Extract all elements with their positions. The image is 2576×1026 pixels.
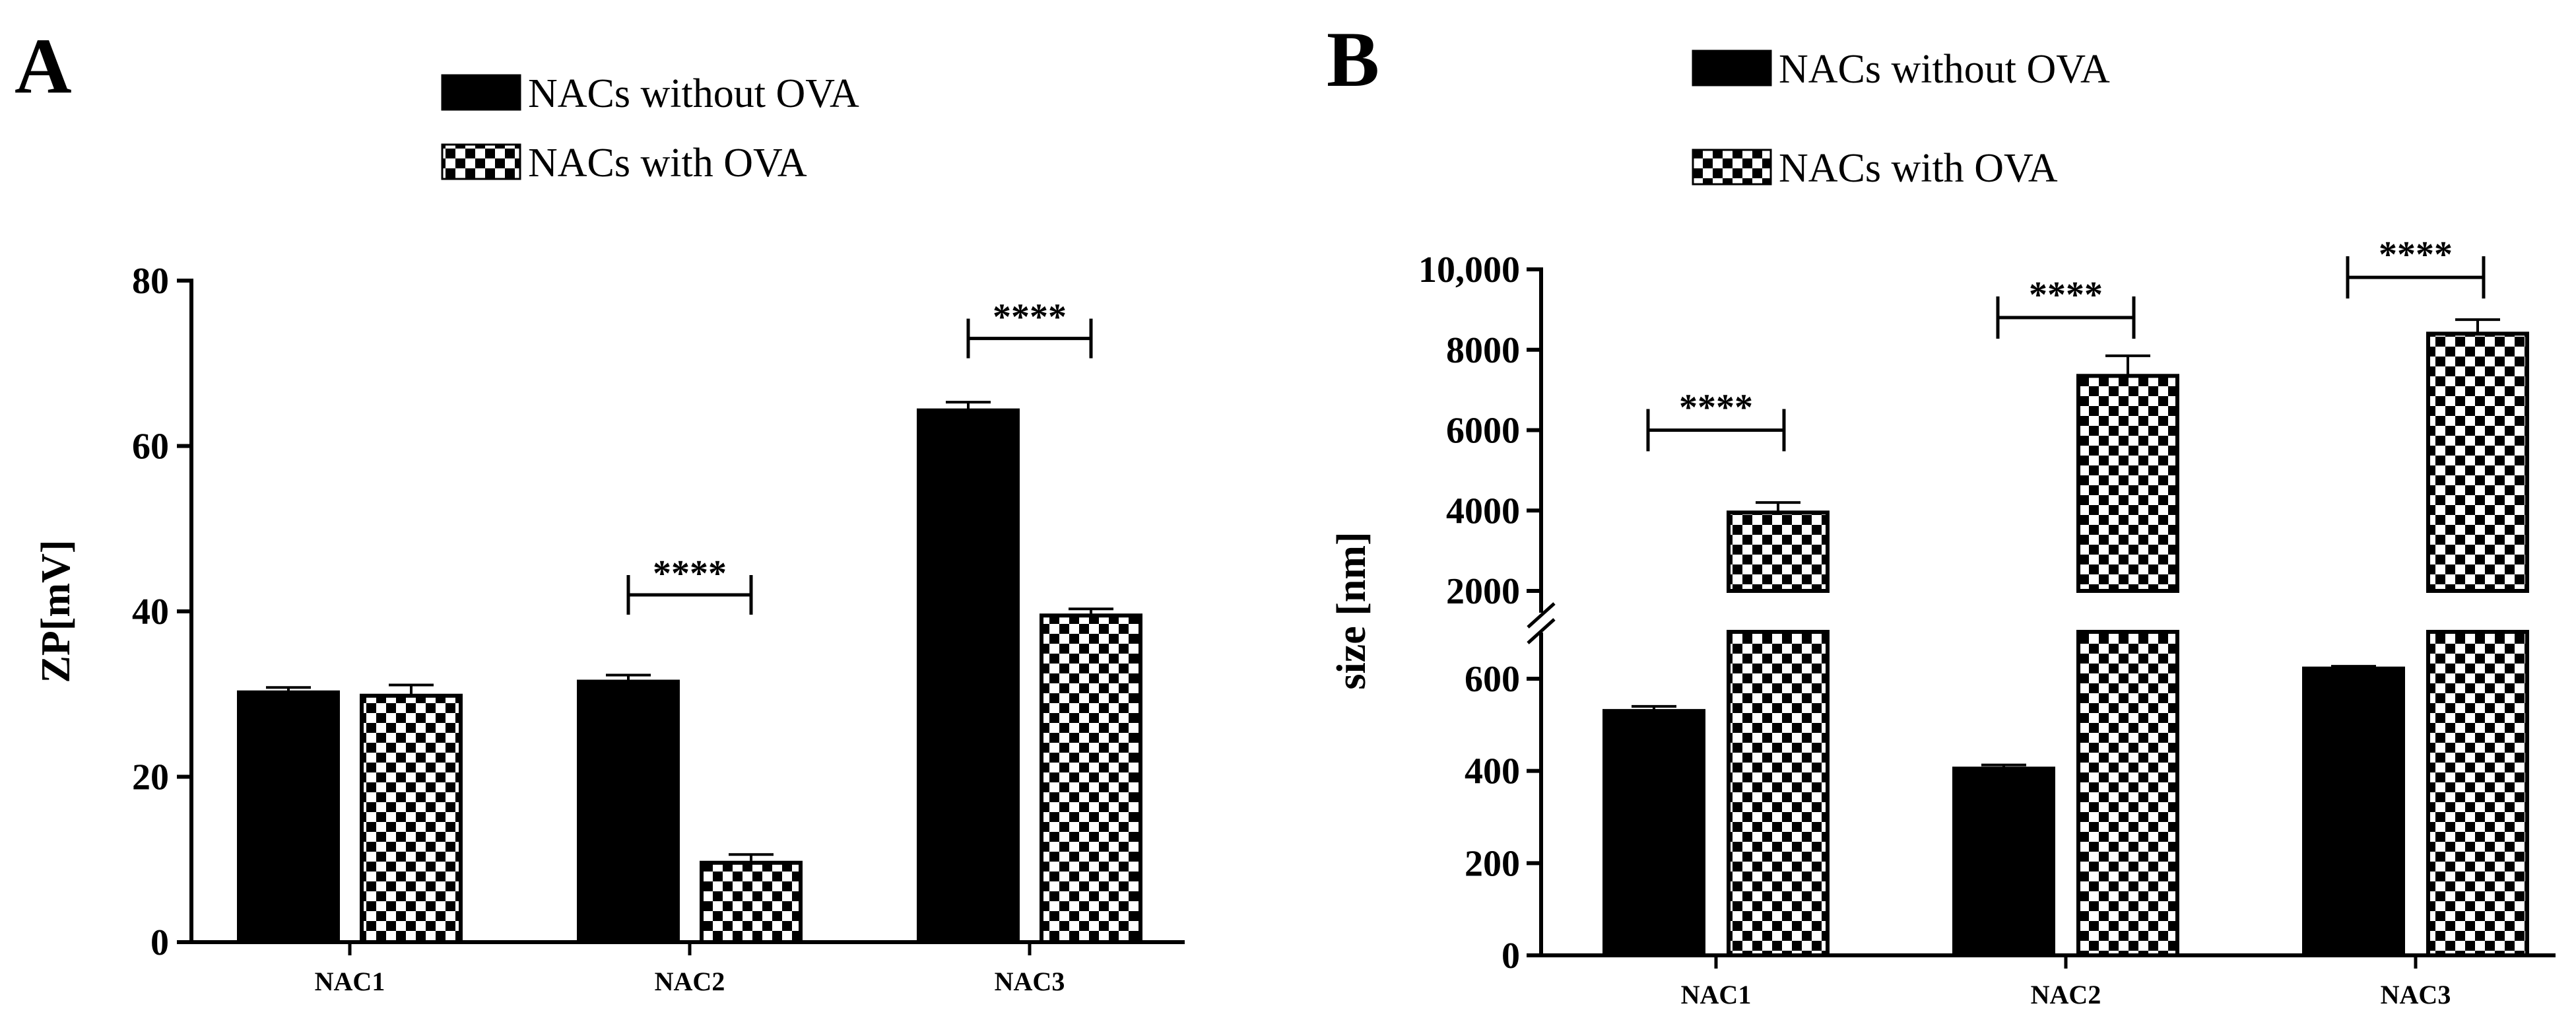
axis-break-mark-2: [1527, 618, 1556, 644]
legend-swatch-2: [1692, 149, 1772, 186]
y-tick-label-0: 0: [150, 922, 169, 963]
x-tick-label-nac2: NAC2: [2031, 980, 2101, 1009]
panel-letter-b: B: [1327, 15, 1379, 103]
sig-label-nac1: ****: [1679, 388, 1753, 428]
bar-nac3-s2: [1040, 613, 1142, 944]
panel-b: B NACs without OVA NACs with OVA 0 200 400 600…: [1327, 15, 2556, 1009]
panel-letter-a: A: [15, 22, 72, 110]
y-tick-label-40: 40: [132, 592, 169, 633]
bar-nac1-s1: [237, 690, 340, 944]
legend-label-2: NACs with OVA: [1779, 146, 2058, 191]
y-tick-label-600: 600: [1465, 659, 1520, 700]
bar-lower-nac1-s2: [1727, 630, 1830, 957]
y-tick-label-2000: 2000: [1446, 571, 1520, 612]
x-tick-label-nac3: NAC3: [995, 967, 1065, 996]
legend-label-2: NACs with OVA: [528, 141, 807, 186]
bar-nac1-s1: [1602, 708, 1705, 957]
bar-nac2-s2: [700, 860, 803, 945]
y-tick-label-10,000: 10,000: [1418, 250, 1520, 291]
y-tick-label-60: 60: [132, 427, 169, 467]
bar-nac1-s2: [360, 693, 463, 944]
bar-nac2-s2: [2076, 374, 2179, 593]
bar-lower-nac3-s2: [2426, 630, 2529, 957]
sig-label-nac3: ****: [993, 297, 1067, 338]
legend-label-1: NACs without OVA: [528, 71, 859, 116]
legend-swatch-1: [441, 74, 521, 111]
x-tick-label-nac1: NAC1: [1681, 980, 1752, 1009]
sig-label-nac3: ****: [2379, 234, 2453, 275]
y-tick-label-80: 80: [132, 261, 169, 302]
axis-break-mark-1: [1527, 602, 1556, 629]
y-tick-label-4000: 4000: [1446, 491, 1520, 531]
y-tick-label-8000: 8000: [1446, 330, 1520, 371]
legend-label-1: NACs without OVA: [1779, 47, 2110, 92]
bar-nac3-s1: [2302, 666, 2405, 957]
x-tick-label-nac2: NAC2: [655, 967, 725, 996]
legend-swatch-2: [441, 143, 521, 180]
sig-label-nac2: ****: [653, 553, 727, 594]
y-tick-label-400: 400: [1465, 751, 1520, 792]
x-tick-label-nac1: NAC1: [315, 967, 385, 996]
y-tick-label-200: 200: [1465, 843, 1520, 884]
y-tick-label-20: 20: [132, 757, 169, 798]
panel-a: A NACs without OVA NACs with OVA 0 20 40 60 80 Z…: [15, 22, 1185, 996]
bar-nac2-s1: [577, 679, 680, 945]
y-tick-label-0: 0: [1502, 936, 1520, 976]
bar-nac3-s2: [2426, 331, 2529, 593]
bar-lower-nac2-s2: [2076, 630, 2179, 957]
bar-nac1-s2: [1727, 510, 1830, 594]
bar-nac2-s1: [1952, 767, 2055, 958]
y-axis-label: size [nm]: [1329, 531, 1374, 689]
bar-nac3-s1: [917, 408, 1020, 944]
y-axis-label: ZP[mV]: [34, 540, 79, 683]
sig-label-nac2: ****: [2029, 275, 2103, 316]
y-tick-label-6000: 6000: [1446, 411, 1520, 452]
legend-swatch-1: [1692, 50, 1772, 86]
x-tick-label-nac3: NAC3: [2381, 980, 2451, 1009]
